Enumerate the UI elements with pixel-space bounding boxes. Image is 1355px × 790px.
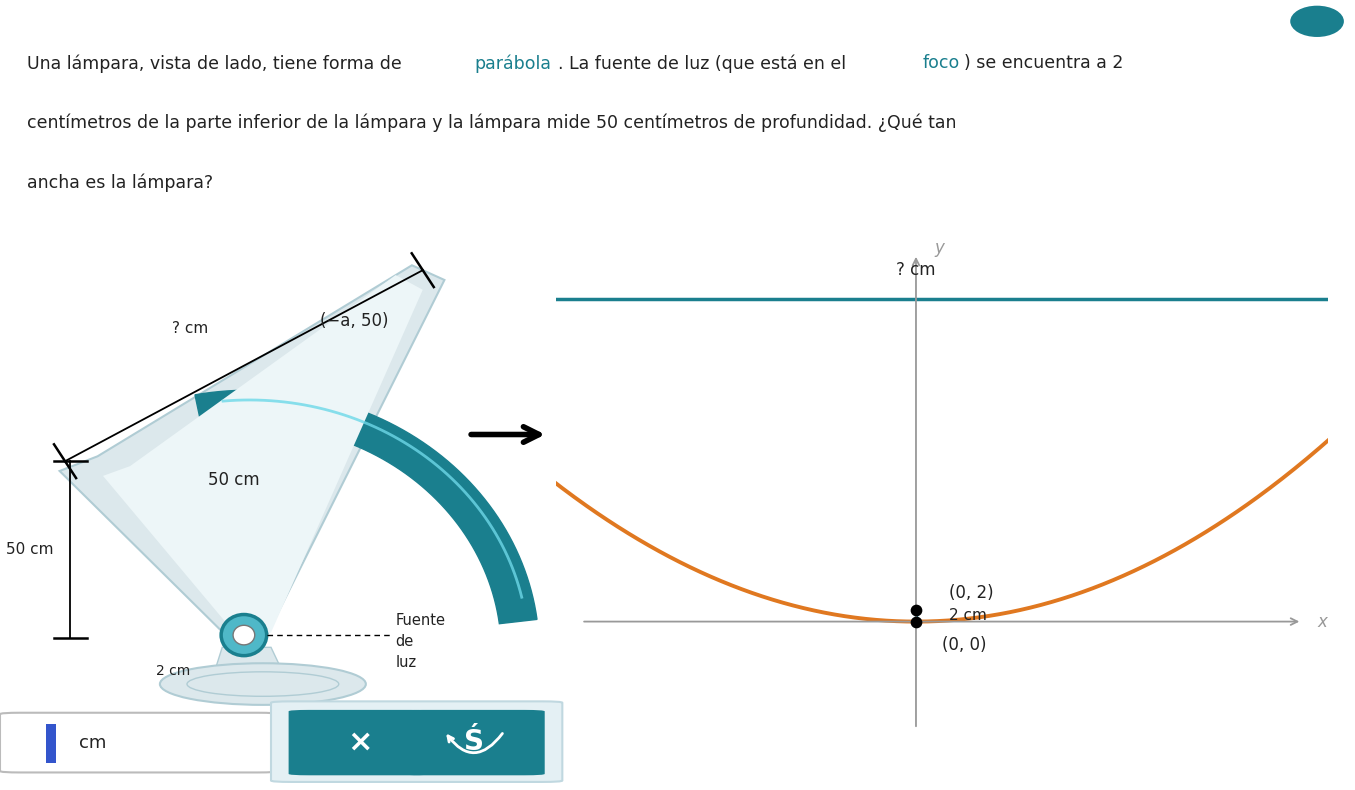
Text: (−a, 50): (−a, 50) [320, 312, 388, 330]
Text: Ś: Ś [463, 728, 484, 756]
Text: (0, 0): (0, 0) [942, 636, 986, 654]
FancyBboxPatch shape [402, 710, 545, 775]
Text: ×: × [347, 728, 373, 757]
Circle shape [221, 615, 267, 656]
Text: parábola: parábola [474, 55, 551, 73]
Text: Una lámpara, vista de lado, tiene forma de: Una lámpara, vista de lado, tiene forma … [27, 55, 406, 73]
Text: (0, 2): (0, 2) [950, 584, 995, 602]
Text: 2 cm: 2 cm [950, 608, 988, 623]
Ellipse shape [160, 664, 366, 705]
Text: . La fuente de luz (que está en el: . La fuente de luz (que está en el [558, 55, 852, 73]
Point [905, 604, 927, 616]
Text: 50 cm: 50 cm [207, 471, 260, 489]
Point [390, 333, 412, 345]
Text: ? cm: ? cm [172, 322, 207, 337]
Text: ) se encuentra a 2: ) se encuentra a 2 [965, 55, 1123, 73]
Text: ? cm: ? cm [896, 261, 936, 280]
Text: 50 cm: 50 cm [5, 542, 54, 557]
Point [905, 615, 927, 628]
Bar [46, 724, 56, 763]
Polygon shape [195, 390, 537, 623]
Text: cm: cm [79, 734, 106, 751]
Text: y: y [934, 239, 944, 258]
Text: ancha es la lámpara?: ancha es la lámpara? [27, 173, 213, 192]
Text: ∨: ∨ [39, 14, 53, 32]
Polygon shape [211, 647, 287, 682]
Text: 2 cm: 2 cm [156, 664, 191, 679]
Polygon shape [60, 265, 444, 642]
FancyBboxPatch shape [271, 702, 562, 782]
Text: Fuente
de
luz: Fuente de luz [396, 613, 446, 670]
Circle shape [233, 626, 255, 645]
Polygon shape [103, 275, 423, 638]
Text: x: x [1318, 612, 1328, 630]
FancyBboxPatch shape [0, 713, 278, 773]
FancyBboxPatch shape [289, 710, 431, 775]
Text: centímetros de la parte inferior de la lámpara y la lámpara mide 50 centímetros : centímetros de la parte inferior de la l… [27, 114, 957, 132]
Circle shape [1290, 6, 1344, 37]
Text: foco: foco [923, 55, 959, 73]
